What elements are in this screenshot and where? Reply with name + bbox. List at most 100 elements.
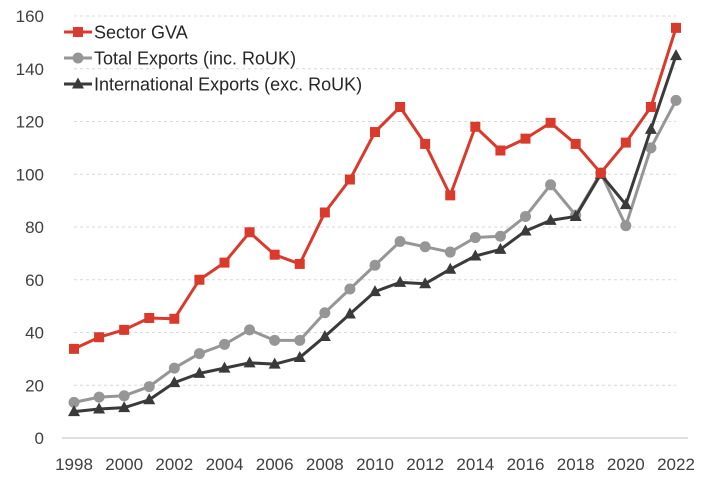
data-point [469,249,482,261]
data-point [269,334,281,346]
data-point [293,351,306,363]
legend-item: International Exports (exc. RoUK) [64,75,362,95]
data-point [619,198,632,210]
data-point [118,390,130,402]
data-point [670,94,682,106]
series-triangle [68,49,682,417]
data-point [93,391,105,403]
y-tick-label: 20 [25,376,44,395]
data-point [369,259,381,271]
data-point [519,224,532,236]
series-square [69,22,681,354]
data-point [595,167,606,178]
data-point [445,190,456,201]
data-point [193,366,206,378]
x-tick-label: 2012 [406,455,444,474]
data-point [420,138,431,149]
data-point [344,174,355,185]
data-point [244,324,256,336]
y-tick-label: 60 [25,271,44,290]
data-point [94,332,105,343]
data-point [144,312,155,323]
data-point [569,209,582,221]
data-point [644,122,657,134]
data-point [670,49,682,61]
data-point [294,258,305,269]
data-point [520,210,531,222]
x-axis-tick-labels: 1998 2000 2002 2004 2006 2008 2010 2012 2014 2016… [55,455,695,474]
legend-item: Total Exports (inc. RoUK) [64,49,296,69]
y-tick-label: 120 [16,113,44,132]
data-point [419,277,432,289]
data-point [469,232,481,244]
data-point [294,334,306,346]
y-tick-label: 140 [16,60,44,79]
data-point [319,307,331,319]
data-point [219,257,230,268]
data-point [118,401,131,413]
data-point [193,348,205,360]
data-point [395,101,406,112]
x-tick-label: 2002 [155,455,193,474]
data-point [494,242,507,254]
legend: Sector GVA Total Exports (inc. RoUK) Inter… [64,23,362,95]
x-tick-label: 2016 [507,455,545,474]
x-tick-label: 2008 [306,455,344,474]
data-point [93,402,106,414]
data-point [218,361,231,373]
y-tick-label: 80 [25,218,44,237]
data-point [268,357,281,369]
x-tick-label: 2022 [657,455,695,474]
data-point [370,127,380,138]
data-point [244,227,255,238]
data-point [219,338,230,350]
x-tick-label: 2018 [557,455,595,474]
data-point [69,343,79,354]
series-circle [68,94,682,408]
legend-label: Sector GVA [94,23,188,43]
data-point [494,230,506,242]
x-tick-label: 2000 [105,455,143,474]
series-line [73,55,678,414]
data-point [68,396,80,408]
data-point [243,356,256,368]
data-point [394,275,407,287]
data-point [545,117,556,128]
legend-label: International Exports (exc. RoUK) [94,75,362,95]
y-tick-label: 0 [35,429,44,448]
data-point [318,329,331,341]
data-point [645,142,657,154]
legend-label: Total Exports (inc. RoUK) [94,49,296,69]
x-tick-label: 2020 [607,455,645,474]
y-tick-label: 100 [16,165,44,184]
data-point [570,138,581,149]
data-point [369,285,381,297]
data-point [194,274,205,285]
x-tick-label: 2010 [356,455,394,474]
gridlines [74,15,676,386]
data-point [444,246,456,258]
x-tick-label: 2014 [456,455,494,474]
legend-marker [73,27,83,37]
data-point [343,307,356,319]
data-point [544,213,557,225]
legend-marker [72,52,84,64]
y-tick-label: 40 [25,324,44,343]
legend-item: Sector GVA [64,23,188,43]
data-point [620,220,632,232]
series-group [68,22,682,417]
data-point [169,313,180,324]
data-point [168,376,181,388]
x-tick-label: 2006 [256,455,294,474]
data-point [545,179,557,191]
data-point [645,101,656,112]
data-point [444,262,457,274]
data-point [620,137,631,148]
data-point [168,362,180,374]
x-tick-label: 2004 [206,455,244,474]
data-point [269,249,280,260]
data-point [520,133,531,144]
data-point [419,241,431,253]
data-point [319,207,330,218]
